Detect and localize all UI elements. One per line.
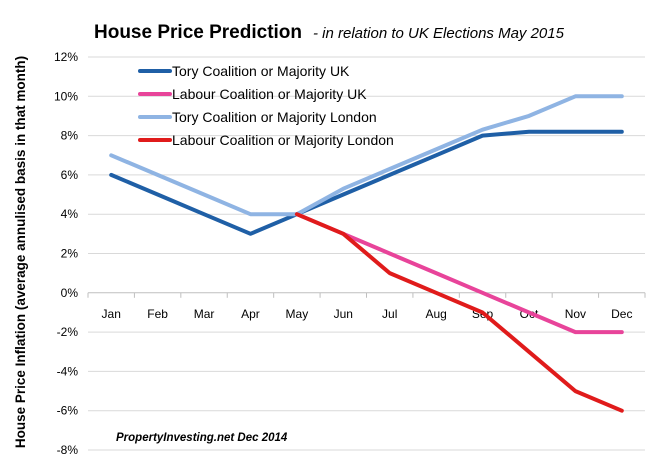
y-tick-label: 2%: [61, 247, 79, 261]
x-axis-ticks: Jan Feb Mar Apr May Jun Jul Aug Sep Oct Nov Dec: [87, 292, 646, 321]
x-tick-label: Jun: [334, 307, 353, 321]
series-line: [109, 94, 624, 217]
legend: Tory Coalition or Majority UK Labour Coal…: [138, 63, 394, 148]
x-tick-label: Dec: [611, 307, 632, 321]
series-lines: [109, 94, 624, 413]
legend-entry: Labour Coalition or Majority London: [172, 132, 394, 148]
x-tick-label: Aug: [425, 307, 446, 321]
chart-title: House Price Prediction: [94, 22, 302, 43]
x-tick-label: Feb: [147, 307, 168, 321]
x-tick-label: Jan: [102, 307, 121, 321]
x-tick-label: May: [286, 307, 309, 321]
series-line: [109, 129, 624, 236]
x-tick-label: Nov: [565, 307, 586, 321]
y-tick-label: -8%: [57, 443, 79, 457]
legend-entry: Tory Coalition or Majority London: [172, 109, 377, 125]
x-tick-label: Mar: [194, 307, 215, 321]
x-tick-label: Jul: [382, 307, 397, 321]
chart-subtitle: - in relation to UK Elections May 2015: [313, 25, 565, 42]
legend-entry: Labour Coalition or Majority UK: [172, 86, 367, 102]
y-axis-ticks: -8% -6% -4% -2% 0% 2% 4% 6% 8% 10% 12%: [54, 50, 78, 457]
y-tick-label: 4%: [61, 207, 79, 221]
y-tick-label: 12%: [54, 50, 78, 64]
y-tick-label: 0%: [61, 286, 79, 300]
legend-entry: Tory Coalition or Majority UK: [172, 63, 350, 79]
y-tick-label: -6%: [57, 404, 79, 418]
y-tick-label: 6%: [61, 168, 79, 182]
x-tick-label: Apr: [241, 307, 260, 321]
series-line: [294, 212, 624, 413]
y-axis-label: House Price Inflation (average annulised…: [13, 56, 28, 448]
series-line: [294, 212, 624, 335]
y-tick-label: -2%: [57, 325, 79, 339]
y-tick-label: 8%: [61, 129, 79, 143]
y-tick-label: 10%: [54, 89, 78, 103]
y-tick-label: -4%: [57, 364, 79, 378]
source-annotation: PropertyInvesting.net Dec 2014: [116, 432, 288, 444]
